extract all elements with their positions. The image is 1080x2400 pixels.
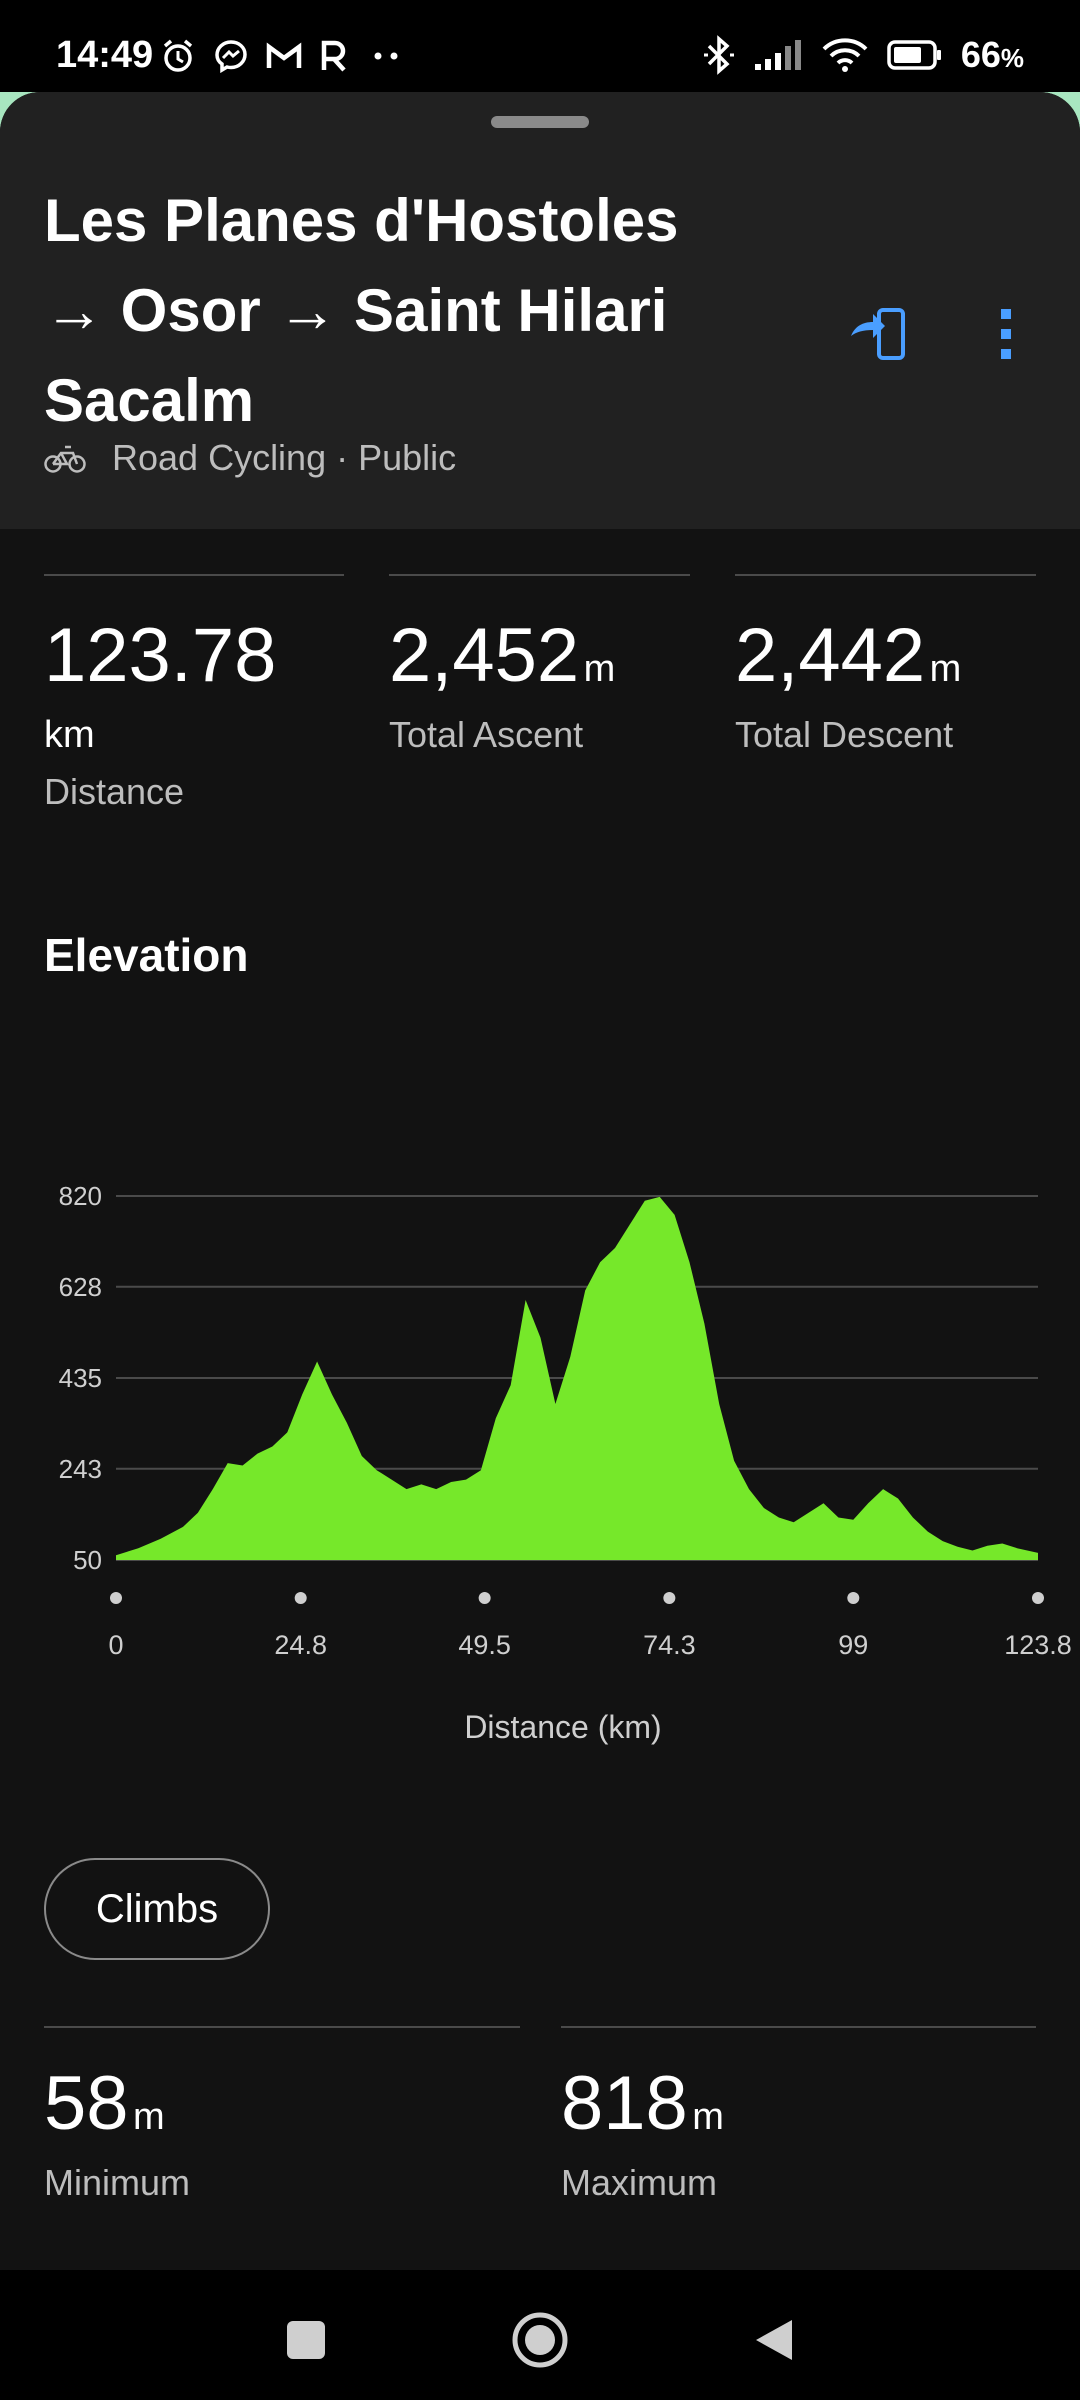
minimum-value: 58 <box>44 2061 129 2146</box>
recent-apps-button[interactable] <box>266 2300 346 2380</box>
x-tick-label: 24.8 <box>274 1630 327 1660</box>
stat-distance: 123.78 km Distance <box>44 574 344 813</box>
distance-unit: km <box>44 714 95 756</box>
home-circle-icon <box>512 2312 568 2368</box>
descent-unit: m <box>929 648 962 690</box>
square-icon <box>287 2321 325 2359</box>
climbs-button[interactable]: Climbs <box>44 1858 270 1960</box>
chart-x-ticks: 0 24.8 49.5 74.3 99 123.8 <box>108 1592 1072 1660</box>
y-tick-label: 243 <box>59 1454 102 1484</box>
wifi-icon <box>822 38 868 72</box>
drag-handle[interactable] <box>491 116 589 128</box>
stat-maximum: 818 m Maximum <box>561 2026 1036 2204</box>
maximum-label: Maximum <box>561 2162 718 2203</box>
x-tick-label: 123.8 <box>1004 1630 1072 1660</box>
send-to-device-button[interactable] <box>838 294 918 374</box>
x-axis-title: Distance (km) <box>464 1709 661 1745</box>
r-app-icon <box>321 40 346 72</box>
y-tick-label: 628 <box>59 1272 102 1302</box>
x-tick-dot <box>1032 1592 1044 1604</box>
elevation-title: Elevation <box>44 929 249 981</box>
bicycle-icon <box>44 445 86 473</box>
ascent-label: Total Ascent <box>389 714 584 755</box>
navigation-bar <box>0 2270 1080 2400</box>
descent-label: Total Descent <box>735 714 954 755</box>
activity-visibility: Road Cycling · Public <box>112 437 457 478</box>
stat-total-descent: 2,442 m Total Descent <box>735 574 1036 756</box>
distance-label: Distance <box>44 771 185 812</box>
elevation-area <box>116 1196 1038 1560</box>
chart-y-ticks: 820 628 435 243 50 <box>59 1181 102 1575</box>
descent-value: 2,442 <box>735 613 926 698</box>
back-triangle-icon <box>756 2320 792 2360</box>
x-tick-dot <box>663 1592 676 1604</box>
more-notifications-icon <box>374 52 398 60</box>
ascent-value: 2,452 <box>389 613 580 698</box>
chart-area <box>115 1196 1039 1560</box>
minimum-unit: m <box>133 2096 165 2138</box>
y-tick-label: 50 <box>73 1545 102 1575</box>
more-options-button[interactable] <box>966 294 1046 374</box>
elevation-chart[interactable]: 820 628 435 243 50 0 24.8 49.5 74.3 99 123.8 Dist… <box>0 1100 1080 1760</box>
route-details-sheet: Les Planes d'Hostoles → Osor → Saint Hil… <box>0 92 1080 2270</box>
status-time: 14:49 <box>56 34 154 76</box>
signal-icon <box>754 40 801 70</box>
route-title-line: → Osor → Saint Hilari <box>44 277 668 344</box>
route-title: Les Planes d'Hostoles → Osor → Saint Hil… <box>44 176 784 446</box>
x-tick-dot <box>847 1592 860 1604</box>
stat-minimum: 58 m Minimum <box>44 2026 520 2204</box>
maximum-value: 818 <box>561 2061 688 2146</box>
bluetooth-icon <box>703 35 734 75</box>
back-button[interactable] <box>734 2300 814 2380</box>
status-notification-icons <box>160 38 406 74</box>
x-tick-label: 74.3 <box>643 1630 696 1660</box>
route-title-line: Les Planes d'Hostoles <box>44 187 679 254</box>
x-tick-label: 99 <box>838 1630 868 1660</box>
maximum-unit: m <box>692 2096 724 2138</box>
status-bar: 14:49 66% <box>0 0 1080 92</box>
x-tick-label: 0 <box>108 1630 123 1660</box>
alarm-icon <box>163 39 193 72</box>
x-tick-label: 49.5 <box>458 1630 511 1660</box>
battery-icon <box>887 40 941 70</box>
ascent-unit: m <box>583 648 616 690</box>
gmail-icon <box>266 42 302 68</box>
status-system-icons: 66% <box>703 34 1024 76</box>
y-tick-label: 820 <box>59 1181 102 1211</box>
send-to-device-icon <box>851 308 905 360</box>
route-header: Les Planes d'Hostoles → Osor → Saint Hil… <box>0 92 1080 529</box>
y-tick-label: 435 <box>59 1363 102 1393</box>
messenger-icon <box>215 40 247 73</box>
route-title-line: Sacalm <box>44 367 255 434</box>
battery-level: 66% <box>960 34 1024 75</box>
x-tick-dot <box>110 1592 122 1604</box>
home-button[interactable] <box>500 2300 580 2380</box>
x-tick-dot <box>478 1592 491 1604</box>
x-tick-dot <box>294 1592 307 1604</box>
more-vertical-icon <box>1001 309 1011 359</box>
distance-value: 123.78 <box>44 613 277 698</box>
stat-total-ascent: 2,452 m Total Ascent <box>389 574 690 756</box>
minimum-label: Minimum <box>44 2162 191 2203</box>
route-meta: Road Cycling · Public <box>44 437 456 479</box>
